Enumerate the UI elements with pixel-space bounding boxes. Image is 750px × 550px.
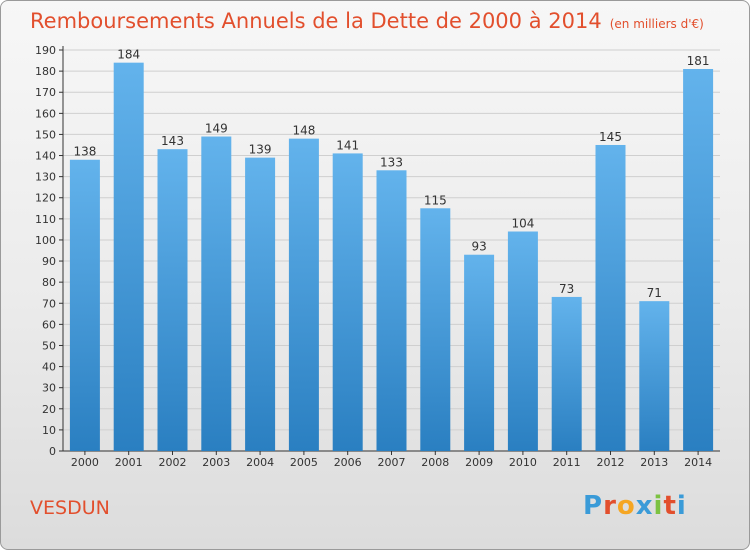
- y-tick-label: 190: [35, 44, 56, 57]
- bar-2013: [639, 301, 670, 451]
- x-tick-label-2000: 2000: [71, 456, 99, 469]
- bar-2003: [201, 136, 232, 451]
- data-label-2013: 71: [647, 286, 662, 300]
- y-tick-label: 90: [42, 255, 56, 268]
- y-tick-label: 50: [42, 339, 56, 352]
- y-tick-label: 140: [35, 150, 56, 163]
- y-tick-label: 160: [35, 107, 56, 120]
- data-label-2007: 133: [380, 155, 403, 169]
- bar-2010: [507, 231, 538, 451]
- bar-2012: [595, 144, 626, 451]
- x-tick-label-2011: 2011: [553, 456, 581, 469]
- bar-2009: [464, 254, 495, 451]
- y-tick-label: 30: [42, 382, 56, 395]
- x-tick-label-2006: 2006: [334, 456, 362, 469]
- y-tick-label: 130: [35, 171, 56, 184]
- bar-2000: [69, 159, 100, 451]
- y-tick-label: 120: [35, 192, 56, 205]
- data-label-2004: 139: [249, 143, 272, 157]
- data-label-2002: 143: [161, 134, 184, 148]
- y-tick-label: 70: [42, 297, 56, 310]
- x-tick-label-2013: 2013: [640, 456, 668, 469]
- x-tick-label-2012: 2012: [597, 456, 625, 469]
- x-tick-label-2003: 2003: [202, 456, 230, 469]
- bar-2014: [683, 68, 714, 451]
- commune-name: VESDUN: [30, 497, 110, 519]
- x-tick-label-2004: 2004: [246, 456, 274, 469]
- data-label-2001: 184: [117, 48, 140, 62]
- chart-title: Remboursements Annuels de la Dette de 20…: [30, 9, 602, 33]
- y-tick-label: 180: [35, 65, 56, 78]
- data-label-2006: 141: [336, 138, 359, 152]
- y-tick-label: 20: [42, 403, 56, 416]
- bar-2007: [376, 170, 407, 452]
- x-tick-label-2009: 2009: [465, 456, 493, 469]
- bar-2005: [288, 138, 319, 452]
- chart-subtitle: (en milliers d'€): [609, 17, 704, 31]
- y-tick-label: 150: [35, 128, 56, 141]
- data-label-2011: 73: [559, 282, 574, 296]
- y-tick-label: 60: [42, 318, 56, 331]
- x-tick-label-2010: 2010: [509, 456, 537, 469]
- chart-title-block: Remboursements Annuels de la Dette de 20…: [30, 9, 704, 33]
- bar-2008: [420, 208, 451, 451]
- bars: [69, 62, 714, 452]
- bar-2006: [332, 153, 363, 452]
- data-label-2008: 115: [424, 193, 447, 207]
- data-labels: 138 184 143 149 139 148 141 133 115 93 104 73 145 71 1…: [73, 48, 709, 300]
- x-tick-label-2014: 2014: [684, 456, 712, 469]
- x-tick-label-2001: 2001: [115, 456, 143, 469]
- x-tick-label-2008: 2008: [421, 456, 449, 469]
- y-tick-label: 40: [42, 361, 56, 374]
- bar-2011: [551, 296, 582, 451]
- y-tick-label: 110: [35, 213, 56, 226]
- x-tick-label-2007: 2007: [378, 456, 406, 469]
- proxiti-logo: Proxiti: [583, 491, 687, 521]
- data-label-2014: 181: [687, 54, 710, 68]
- y-tick-label: 100: [35, 234, 56, 247]
- data-label-2012: 145: [599, 130, 622, 144]
- x-tick-label-2002: 2002: [159, 456, 187, 469]
- bar-2001: [113, 62, 144, 452]
- y-tick-labels: 0 10 20 30 40 50 60 70 80 90 100 110 120 130 140 150 160…: [35, 44, 56, 458]
- y-tick-label: 10: [42, 424, 56, 437]
- x-tick-label-2005: 2005: [290, 456, 318, 469]
- y-tick-label: 170: [35, 86, 56, 99]
- x-tick-labels: 2000 2001 2002 2003 2004 2005 2006 2007 2008 2009…: [71, 456, 712, 469]
- data-label-2000: 138: [73, 145, 96, 159]
- data-label-2003: 149: [205, 122, 228, 136]
- bar-2004: [245, 157, 276, 451]
- y-tick-label: 80: [42, 276, 56, 289]
- data-label-2009: 93: [471, 240, 486, 254]
- y-tick-label: 0: [49, 445, 56, 458]
- data-label-2010: 104: [511, 217, 534, 231]
- data-label-2005: 148: [292, 124, 315, 138]
- bar-2002: [157, 149, 188, 451]
